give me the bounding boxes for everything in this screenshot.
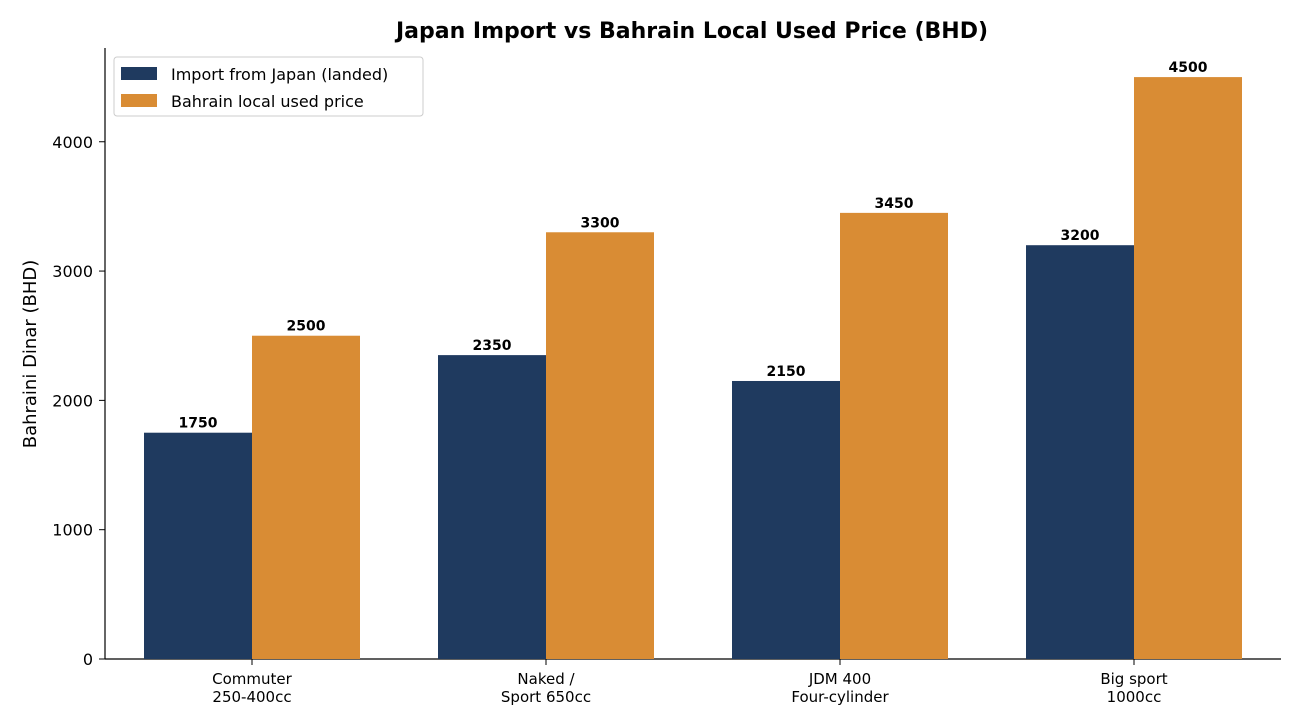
x-tick-label: Big sport — [1100, 670, 1167, 688]
legend-label: Bahrain local used price — [171, 92, 364, 111]
legend: Import from Japan (landed) Bahrain local … — [113, 56, 424, 117]
legend-swatch — [121, 67, 157, 80]
bar-value-label: 2150 — [767, 364, 806, 380]
y-tick-label: 4000 — [52, 133, 93, 152]
bar — [840, 212, 948, 659]
bar-value-label: 3300 — [581, 215, 620, 231]
bar-value-label: 1750 — [179, 416, 218, 432]
y-axis-label: Bahraini Dinar (BHD) — [20, 260, 41, 449]
bar-value-label: 4500 — [1169, 60, 1208, 76]
chart-title: Japan Import vs Bahrain Local Used Price… — [394, 19, 988, 44]
bar — [1134, 77, 1242, 660]
bar — [1026, 245, 1134, 660]
x-tick-label: 1000cc — [1107, 688, 1162, 706]
bar — [546, 232, 654, 659]
x-tick-label: Sport 650cc — [501, 688, 591, 706]
bar-value-label: 2500 — [287, 319, 326, 335]
y-tick-label: 3000 — [52, 262, 93, 281]
bar — [438, 355, 546, 659]
bar — [252, 335, 360, 659]
y-tick-label: 1000 — [52, 521, 93, 540]
y-tick-label: 0 — [83, 650, 93, 669]
bar — [144, 432, 252, 659]
x-tick-label: 250-400cc — [212, 688, 291, 706]
x-tick-label: JDM 400 — [808, 670, 871, 688]
legend-swatch — [121, 94, 157, 107]
bar-value-label: 3200 — [1061, 228, 1100, 244]
x-tick-label: Naked / — [517, 670, 575, 688]
legend-box — [113, 56, 424, 117]
bar-value-label: 3450 — [875, 196, 914, 212]
x-tick-label: Four-cylinder — [791, 688, 889, 706]
legend-label: Import from Japan (landed) — [171, 65, 388, 84]
plot-area: 0 1000 2000 3000 4000 1750 2500 Commuter250-400… — [52, 48, 1281, 706]
bar — [732, 380, 840, 659]
bar-value-label: 2350 — [473, 338, 512, 354]
y-tick-label: 2000 — [52, 391, 93, 410]
x-tick-label: Commuter — [212, 670, 292, 688]
